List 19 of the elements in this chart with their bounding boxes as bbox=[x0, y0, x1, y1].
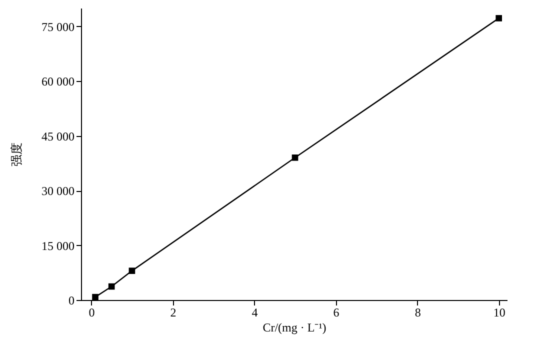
y-tick-label: 0 bbox=[68, 294, 74, 308]
point bbox=[496, 15, 502, 22]
x-tick-label: 4 bbox=[252, 306, 258, 320]
x-tick-label: 8 bbox=[414, 306, 421, 320]
x-tick-label: 10 bbox=[493, 306, 506, 320]
point bbox=[128, 268, 136, 274]
y-tick-label: 75 000 bbox=[42, 20, 74, 34]
point bbox=[292, 154, 298, 161]
point bbox=[92, 294, 98, 300]
y-tick-label: 60 000 bbox=[42, 74, 74, 88]
y-tick-label: 45 000 bbox=[42, 129, 74, 144]
y-tick-label: 15 000 bbox=[42, 238, 74, 253]
x-axis-title: Cr/(mg · L⁻¹) bbox=[262, 320, 326, 334]
x-tick-label: 6 bbox=[333, 306, 340, 320]
x-tick-label: 0 bbox=[88, 306, 95, 320]
y-tick-label: 30 000 bbox=[42, 184, 74, 198]
x-tick-label: 2 bbox=[170, 306, 176, 320]
point bbox=[108, 283, 115, 290]
y-axis-title: 强度 bbox=[10, 142, 24, 166]
